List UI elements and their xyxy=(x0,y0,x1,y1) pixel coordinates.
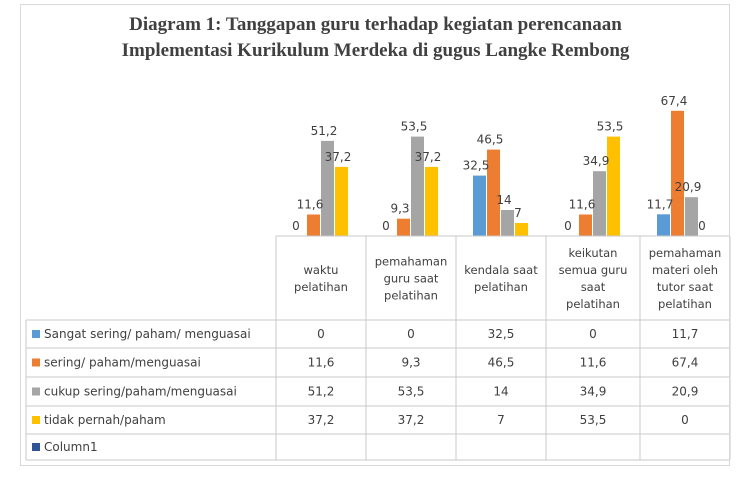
legend-label-1: Sangat sering/ paham/ menguasai xyxy=(44,327,251,341)
data-label-3-cat-3: 14 xyxy=(496,193,511,207)
data-label-1-cat-1: 0 xyxy=(292,219,300,233)
data-label-3-cat-4: 34,9 xyxy=(583,154,610,168)
data-label-1-cat-5: 11,7 xyxy=(647,197,674,211)
bar-3-cat-3 xyxy=(501,210,514,236)
legend-key-4 xyxy=(32,416,40,424)
table-cell-1-3: 32,5 xyxy=(488,327,515,341)
bar-1-cat-5 xyxy=(657,214,670,236)
legend-key-1 xyxy=(32,330,40,338)
bar-1-cat-3 xyxy=(473,175,486,236)
bar-2-cat-4 xyxy=(579,214,592,236)
table-cell-2-4: 11,6 xyxy=(580,356,607,370)
bar-3-cat-4 xyxy=(593,171,606,236)
bar-3-cat-1 xyxy=(321,140,334,236)
data-label-3-cat-2: 53,5 xyxy=(401,120,428,134)
data-label-2-cat-3: 46,5 xyxy=(477,133,504,147)
bar-2-cat-2 xyxy=(397,218,410,236)
bar-2-cat-1 xyxy=(307,214,320,236)
data-label-1-cat-3: 32,5 xyxy=(463,159,490,173)
data-label-2-cat-5: 67,4 xyxy=(661,94,688,108)
chart-title: Diagram 1: Tanggapan guru terhadap kegia… xyxy=(0,12,751,64)
table-cell-2-5: 67,4 xyxy=(672,356,699,370)
data-label-4-cat-4: 53,5 xyxy=(597,120,624,134)
table-cell-2-2: 9,3 xyxy=(401,356,420,370)
legend-label-3: cukup sering/paham/menguasai xyxy=(44,385,237,399)
category-label-4: keikutan semua guru saat pelatihan xyxy=(559,246,628,311)
bar-3-cat-5 xyxy=(685,197,698,236)
table-cell-3-3: 14 xyxy=(493,385,508,399)
table-cell-1-5: 11,7 xyxy=(672,327,699,341)
data-label-4-cat-2: 37,2 xyxy=(415,150,442,164)
category-label-5: pemahaman materi oleh tutor saat pelatihan xyxy=(649,246,722,311)
table-cell-2-1: 11,6 xyxy=(308,356,335,370)
data-label-4-cat-3: 7 xyxy=(514,206,522,220)
table-cell-3-4: 34,9 xyxy=(580,385,607,399)
table-cell-2-3: 46,5 xyxy=(488,356,515,370)
legend-label-2: sering/ paham/menguasai xyxy=(44,356,201,370)
category-label-2: pemahaman guru saat pelatihan xyxy=(375,255,448,303)
category-label-1: waktu pelatihan xyxy=(294,263,348,294)
legend-label-4: tidak pernah/paham xyxy=(44,413,166,427)
bar-4-cat-1 xyxy=(335,166,348,236)
data-label-2-cat-2: 9,3 xyxy=(390,202,409,216)
bars-layer xyxy=(307,110,698,236)
table-cell-1-2: 0 xyxy=(407,327,415,341)
table-cell-4-2: 37,2 xyxy=(398,413,425,427)
table-cell-4-3: 7 xyxy=(497,413,505,427)
table-cell-4-1: 37,2 xyxy=(308,413,335,427)
table-cell-1-4: 0 xyxy=(589,327,597,341)
table-cell-3-1: 51,2 xyxy=(308,385,335,399)
data-label-1-cat-4: 0 xyxy=(564,219,572,233)
bar-2-cat-5 xyxy=(671,110,684,236)
bar-4-cat-2 xyxy=(425,166,438,236)
legend-key-5 xyxy=(32,443,40,451)
legend-label-5: Column1 xyxy=(44,440,98,454)
table-cell-4-5: 0 xyxy=(681,413,689,427)
legend-key-3 xyxy=(32,387,40,396)
data-label-2-cat-1: 11,6 xyxy=(297,198,324,212)
data-table: waktu pelatihan pemahaman guru saat pelatiha… xyxy=(25,235,731,461)
table-cell-1-1: 0 xyxy=(317,327,325,341)
data-label-1-cat-2: 0 xyxy=(382,219,390,233)
category-label-3: kendala saat pelatihan xyxy=(464,263,538,294)
chart-title-line1: Diagram 1: Tanggapan guru terhadap kegia… xyxy=(129,14,622,35)
table-cell-3-2: 53,5 xyxy=(398,385,425,399)
data-labels-layer: 011,651,237,209,353,537,232,546,5147011,… xyxy=(292,94,706,233)
bar-4-cat-4 xyxy=(607,136,620,236)
bar-2-cat-3 xyxy=(487,149,500,236)
data-label-4-cat-5: 0 xyxy=(698,219,706,233)
bar-4-cat-3 xyxy=(515,223,528,236)
bar-3-cat-2 xyxy=(411,136,424,236)
data-label-2-cat-4: 11,6 xyxy=(569,198,596,212)
chart-title-line2: Implementasi Kurikulum Merdeka di gugus … xyxy=(121,40,630,61)
table-cell-3-5: 20,9 xyxy=(672,385,699,399)
data-label-4-cat-1: 37,2 xyxy=(325,150,352,164)
data-label-3-cat-5: 20,9 xyxy=(675,180,702,194)
legend-key-2 xyxy=(32,358,40,367)
data-label-3-cat-1: 51,2 xyxy=(311,124,338,138)
table-cell-4-4: 53,5 xyxy=(580,413,607,427)
